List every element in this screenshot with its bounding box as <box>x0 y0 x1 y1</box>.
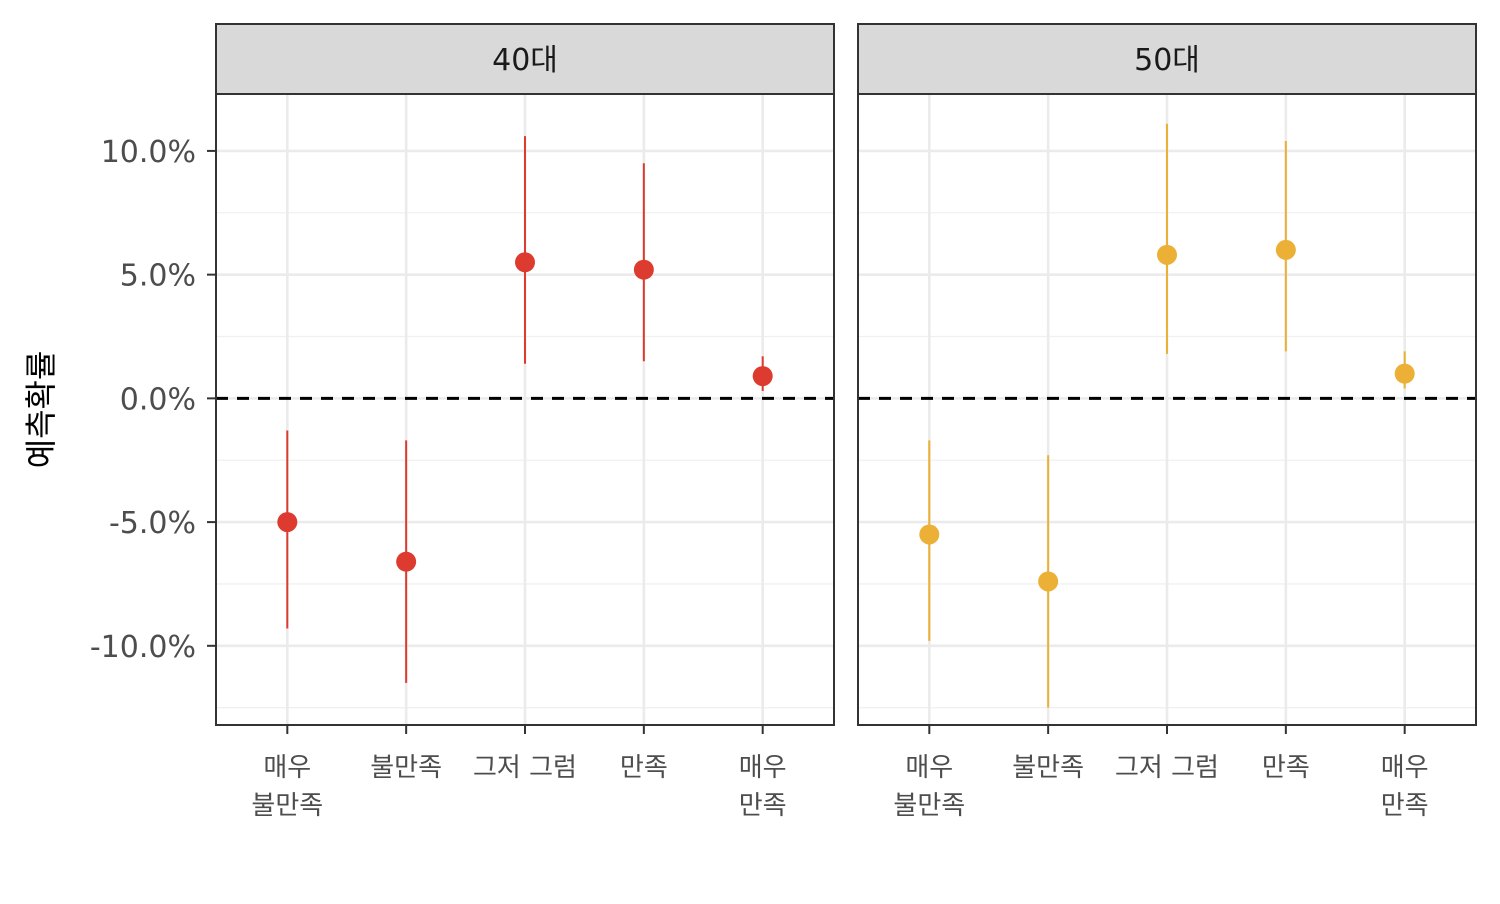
x-tick-label: 그저 그럼 <box>473 753 577 783</box>
data-point <box>1038 571 1059 592</box>
y-tick-label: -5.0% <box>109 506 196 541</box>
data-point <box>1275 239 1296 260</box>
x-tick-label: 불만족 <box>1012 753 1084 783</box>
y-tick-label: 5.0% <box>120 259 196 294</box>
data-point <box>396 551 417 572</box>
data-point <box>1394 363 1415 384</box>
data-point <box>919 524 940 545</box>
data-point <box>752 366 773 387</box>
x-tick-label: 만족 <box>1262 753 1310 783</box>
y-axis-title: 예측확률 <box>22 351 60 469</box>
x-tick-label: 불만족 <box>251 791 323 821</box>
data-point <box>515 252 535 273</box>
x-tick-label: 만족 <box>620 753 668 783</box>
x-tick-label: 매우 <box>1381 753 1429 783</box>
data-point <box>277 512 298 533</box>
x-tick-label: 불만족 <box>370 753 442 783</box>
data-point <box>1157 244 1177 265</box>
y-tick-label: 10.0% <box>101 135 196 170</box>
x-tick-label: 그저 그럼 <box>1115 753 1219 783</box>
data-point <box>633 259 654 280</box>
x-tick-label: 만족 <box>1381 791 1429 821</box>
x-tick-label: 만족 <box>739 791 787 821</box>
panel-2-strip-label: 50대 <box>1134 43 1200 78</box>
x-tick-label: 불만족 <box>893 791 965 821</box>
panel-1-strip <box>215 23 835 95</box>
x-tick-label: 매우 <box>263 753 311 783</box>
panel-1-strip-label: 40대 <box>492 43 558 78</box>
panel-2-strip <box>857 23 1477 95</box>
y-tick-label: -10.0% <box>90 630 196 665</box>
x-tick-label: 매우 <box>905 753 953 783</box>
y-tick-label: 0.0% <box>120 382 196 417</box>
x-tick-label: 매우 <box>739 753 787 783</box>
